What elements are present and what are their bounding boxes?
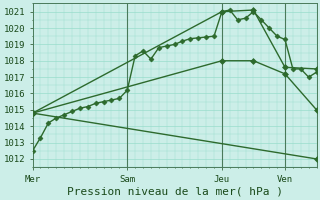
X-axis label: Pression niveau de la mer( hPa ): Pression niveau de la mer( hPa ) xyxy=(67,187,283,197)
